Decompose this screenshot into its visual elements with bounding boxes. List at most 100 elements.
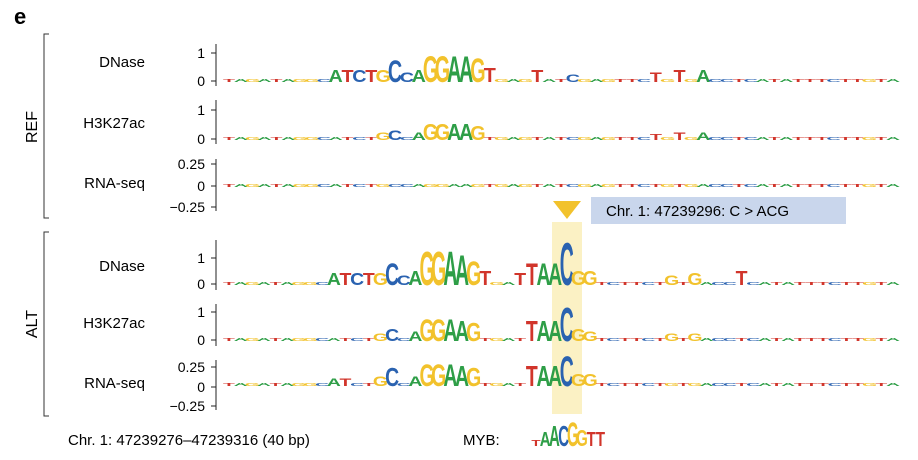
- alt-dnase-glyph: T: [631, 281, 643, 286]
- ref-dnase-glyph: C: [827, 78, 841, 83]
- ref-dnase-glyph: T: [614, 78, 626, 83]
- alt-dnase-tick-0: 0: [197, 276, 205, 292]
- alt-dnase-glyph: C: [385, 256, 399, 292]
- alt-h3k27ac-glyph: T: [526, 316, 538, 348]
- alt-h3k27ac-glyph: T: [223, 337, 235, 342]
- alt-dnase-glyph: C: [397, 272, 411, 288]
- alt-rnaseq-glyph: T: [677, 382, 689, 387]
- ref-h3k27ac-axis: [211, 100, 217, 144]
- ref-track-label-rnaseq: RNA-seq: [84, 175, 145, 192]
- alt-rnaseq-glyph: G: [466, 362, 481, 391]
- alt-dnase-glyph: C: [711, 281, 725, 286]
- ref-rnaseq-glyph: A: [281, 183, 295, 188]
- ref-rnaseq-glyph: A: [329, 183, 343, 188]
- alt-dnase-glyph: A: [327, 269, 341, 289]
- alt-rnaseq-glyph: T: [817, 382, 829, 387]
- ref-rnaseq-glyph: T: [223, 183, 235, 188]
- ref-group-label: REF: [24, 111, 41, 143]
- alt-dnase-glyph: T: [677, 281, 689, 286]
- alt-h3k27ac-glyph: T: [479, 337, 491, 342]
- alt-dnase-glyph: C: [828, 281, 842, 286]
- alt-dnase-glyph: T: [654, 281, 666, 286]
- alt-dnase-glyph: T: [270, 281, 282, 286]
- variant-label: Chr. 1: 47239296: C > ACG: [606, 203, 789, 220]
- ref-rnaseq-glyph: G: [660, 183, 675, 188]
- ref-dnase-glyph: T: [650, 69, 663, 86]
- alt-group-label: ALT: [24, 310, 41, 338]
- ref-h3k27ac-glyph: T: [270, 136, 282, 141]
- ref-dnase-axis: [211, 44, 217, 86]
- alt-h3k27ac-glyph: G: [291, 337, 306, 342]
- alt-h3k27ac-glyph: A: [502, 337, 516, 342]
- ref-dnase-glyph: T: [342, 66, 355, 85]
- ref-dnase-glyph: A: [412, 66, 426, 85]
- region-label: Chr. 1: 47239276–47239316 (40 bp): [68, 432, 310, 449]
- ref-rnaseq-glyph: C: [708, 183, 722, 188]
- alt-rnaseq-glyph: G: [431, 357, 446, 393]
- myb-motif-glyph: G: [576, 427, 588, 452]
- ref-h3k27ac-glyph: A: [755, 136, 769, 141]
- alt-rnaseq-glyph: T: [794, 382, 806, 387]
- alt-h3k27ac-glyph: G: [373, 332, 388, 344]
- ref-rnaseq-glyph: A: [542, 183, 556, 188]
- ref-rnaseq-glyph: T: [365, 183, 377, 188]
- ref-rnaseq-glyph: T: [484, 183, 496, 188]
- ref-dnase-glyph: T: [223, 78, 235, 83]
- ref-h3k27ac-glyph: G: [245, 136, 260, 141]
- alt-dnase-tick-1: 1: [197, 250, 205, 266]
- alt-rnaseq-glyph: C: [711, 382, 725, 387]
- alt-h3k27ac-glyph: G: [583, 328, 598, 344]
- alt-h3k27ac-glyph: C: [350, 337, 364, 342]
- ref-rnaseq-glyph: T: [733, 183, 745, 188]
- alt-track-label-h3k27ac: H3K27ac: [83, 315, 145, 332]
- alt-rnaseq-glyph: G: [862, 382, 877, 387]
- myb-motif-glyph: T: [531, 438, 541, 448]
- alt-dnase-glyph: T: [479, 268, 491, 290]
- alt-h3k27ac-glyph: C: [723, 337, 737, 342]
- alt-h3k27ac-glyph: T: [270, 337, 282, 342]
- ref-dnase-glyph: T: [875, 78, 887, 83]
- alt-track-label-rnaseq: RNA-seq: [84, 375, 145, 392]
- ref-rnaseq-glyph: A: [459, 183, 473, 188]
- alt-rnaseq-glyph: T: [270, 382, 282, 387]
- ref-rnaseq-glyph: T: [626, 183, 638, 188]
- alt-rnaseq-glyph: T: [514, 382, 526, 387]
- ref-dnase-glyph: A: [447, 50, 461, 91]
- ref-h3k27ac-glyph: T: [816, 136, 828, 141]
- ref-dnase-glyph: C: [637, 78, 651, 83]
- ref-h3k27ac-glyph: T: [342, 136, 354, 141]
- ref-dnase-glyph: A: [329, 66, 343, 85]
- ref-rnaseq-glyph: A: [234, 183, 248, 188]
- alt-rnaseq-glyph: A: [886, 382, 900, 387]
- variant-marker-triangle: [553, 201, 581, 219]
- ref-dnase-glyph: T: [484, 65, 496, 87]
- ref-h3k27ac-glyph: A: [779, 136, 793, 141]
- ref-dnase-glyph: A: [459, 50, 473, 91]
- alt-dnase-glyph: A: [758, 281, 772, 286]
- ref-dnase-glyph: C: [720, 78, 734, 83]
- alt-h3k27ac-glyph: C: [385, 325, 399, 345]
- ref-dnase-glyph: C: [400, 69, 414, 86]
- ref-bracket: [43, 33, 49, 219]
- alt-rnaseq-glyph: G: [373, 373, 388, 389]
- ref-h3k27ac-glyph: C: [827, 136, 841, 141]
- alt-rnaseq-glyph: T: [340, 377, 352, 389]
- ref-dnase-glyph: T: [792, 78, 804, 83]
- ref-dnase-glyph: G: [423, 50, 438, 91]
- ref-dnase-glyph: A: [234, 78, 248, 83]
- alt-dnase-glyph: C: [723, 281, 737, 286]
- alt-dnase-glyph: A: [700, 281, 714, 286]
- alt-dnase-glyph: A: [280, 281, 294, 286]
- alt-h3k27ac-glyph: G: [862, 337, 877, 342]
- ref-dnase-glyph: G: [684, 78, 699, 83]
- alt-rnaseq-glyph: T: [631, 382, 643, 387]
- alt-h3k27ac-tick-1: 1: [197, 304, 205, 320]
- alt-h3k27ac-glyph: T: [806, 337, 818, 342]
- alt-h3k27ac-glyph: T: [619, 337, 631, 342]
- alt-dnase-glyph: A: [781, 281, 795, 286]
- alt-h3k27ac-glyph: A: [408, 328, 422, 344]
- ref-dnase-glyph: G: [862, 78, 877, 83]
- ref-rnaseq-glyph: T: [851, 183, 863, 188]
- alt-rnaseq-glyph: G: [419, 357, 434, 393]
